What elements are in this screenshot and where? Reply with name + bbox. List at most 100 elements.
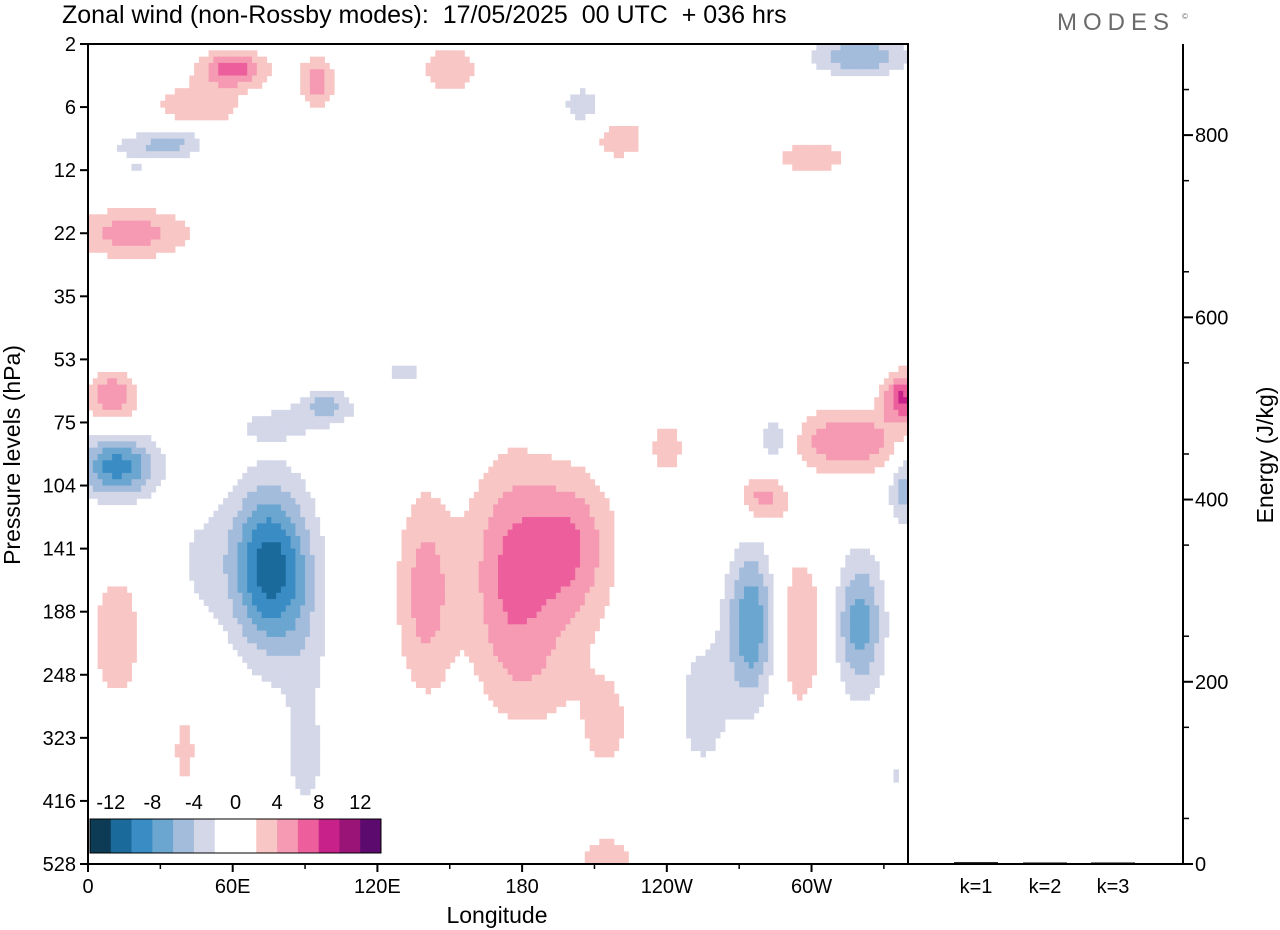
- heatmap-cell: [575, 479, 581, 487]
- heatmap-cell: [223, 50, 229, 58]
- heatmap-cell: [507, 599, 514, 606]
- heatmap-cell: [276, 491, 282, 499]
- heatmap-cell: [821, 56, 827, 64]
- heatmap-cell: [710, 655, 716, 663]
- heatmap-cell: [859, 409, 866, 417]
- heatmap-cell: [237, 548, 243, 556]
- heatmap-cell: [261, 435, 268, 442]
- heatmap-cell: [522, 491, 528, 499]
- heatmap-cell: [290, 605, 297, 613]
- heatmap-cell: [107, 447, 113, 455]
- heatmap-cell: [237, 618, 243, 625]
- heatmap-cell: [512, 599, 518, 606]
- heatmap-cell: [715, 630, 721, 638]
- heatmap-cell: [903, 498, 909, 506]
- heatmap-cell: [604, 529, 610, 537]
- heatmap-cell: [285, 674, 292, 682]
- heatmap-cell: [285, 422, 292, 430]
- heatmap-cell: [184, 94, 190, 102]
- heatmap-cell: [208, 62, 215, 70]
- heatmap-cell: [324, 69, 330, 77]
- heatmap-cell: [314, 599, 321, 606]
- heatmap-cell: [898, 504, 904, 512]
- heatmap-cell: [575, 554, 581, 562]
- heatmap-cell: [309, 643, 316, 651]
- heatmap-cell: [488, 523, 494, 531]
- heatmap-cell: [290, 422, 297, 430]
- heatmap-cell: [551, 599, 557, 606]
- heatmap-cell: [854, 624, 861, 632]
- heatmap-cell: [826, 44, 832, 51]
- heatmap-cell: [546, 630, 552, 638]
- heatmap-cell: [227, 510, 234, 518]
- heatmap-cell: [242, 75, 248, 83]
- heatmap-cell: [560, 630, 567, 638]
- heatmap-cell: [116, 466, 123, 474]
- heatmap-cell: [806, 649, 813, 657]
- heatmap-cell: [459, 81, 465, 89]
- heatmap-cell: [604, 838, 610, 846]
- heatmap-cell: [160, 460, 166, 468]
- heatmap-cell: [517, 504, 523, 512]
- heatmap-cell: [213, 81, 219, 89]
- heatmap-cell: [705, 744, 711, 752]
- heatmap-cell: [859, 50, 866, 58]
- heatmap-cell: [440, 618, 446, 625]
- heatmap-cell: [604, 737, 610, 745]
- heatmap-cell: [507, 618, 514, 625]
- heatmap-cell: [444, 50, 451, 58]
- heatmap-cell: [194, 88, 200, 96]
- heatmap-cell: [850, 674, 856, 682]
- heatmap-cell: [473, 630, 480, 638]
- heatmap-cell: [565, 681, 571, 688]
- heatmap-cell: [92, 233, 99, 241]
- heatmap-cell: [806, 441, 813, 449]
- heatmap-cell: [252, 662, 258, 670]
- heatmap-cell: [613, 725, 620, 733]
- heatmap-cell: [116, 655, 123, 663]
- heatmap-cell: [599, 491, 605, 499]
- heatmap-cell: [565, 479, 571, 487]
- heatmap-cell: [449, 605, 456, 613]
- heatmap-cell: [493, 655, 499, 663]
- heatmap-cell: [748, 485, 755, 493]
- heatmap-cell: [469, 548, 475, 556]
- heatmap-cell: [165, 100, 171, 108]
- heatmap-cell: [107, 409, 113, 417]
- heatmap-cell: [584, 611, 591, 619]
- heatmap-cell: [218, 523, 224, 531]
- heatmap-cell: [227, 636, 234, 644]
- heatmap-cell: [449, 618, 456, 625]
- heatmap-cell: [425, 649, 432, 657]
- heatmap-cell: [874, 649, 880, 657]
- heatmap-cell: [247, 529, 253, 537]
- heatmap-cell: [256, 529, 263, 537]
- heatmap-cell: [589, 573, 596, 581]
- heatmap-cell: [305, 75, 311, 83]
- heatmap-cell: [416, 523, 422, 531]
- heatmap-cell: [88, 214, 94, 222]
- heatmap-cell: [604, 542, 610, 550]
- heatmap-cell: [300, 668, 306, 676]
- heatmap-cell: [797, 649, 803, 657]
- heatmap-cell: [864, 69, 871, 77]
- heatmap-cell: [816, 460, 822, 468]
- heatmap-cell: [242, 56, 248, 64]
- heatmap-cell: [604, 573, 610, 581]
- heatmap-cell: [498, 536, 504, 543]
- heatmap-cell: [420, 674, 427, 682]
- heatmap-cell: [584, 573, 591, 581]
- heatmap-cell: [324, 62, 330, 70]
- heatmap-cell: [541, 548, 547, 556]
- heatmap-cell: [285, 624, 292, 632]
- heatmap-cell: [203, 586, 210, 594]
- heatmap-cell: [329, 397, 335, 405]
- heatmap-cell: [594, 845, 600, 852]
- heatmap-cell: [580, 662, 586, 670]
- heatmap-cell: [97, 649, 104, 657]
- heatmap-cell: [599, 586, 605, 594]
- heatmap-cell: [797, 674, 803, 682]
- heatmap-cell: [97, 655, 104, 663]
- heatmap-cell: [430, 618, 436, 625]
- heatmap-cell: [502, 586, 509, 594]
